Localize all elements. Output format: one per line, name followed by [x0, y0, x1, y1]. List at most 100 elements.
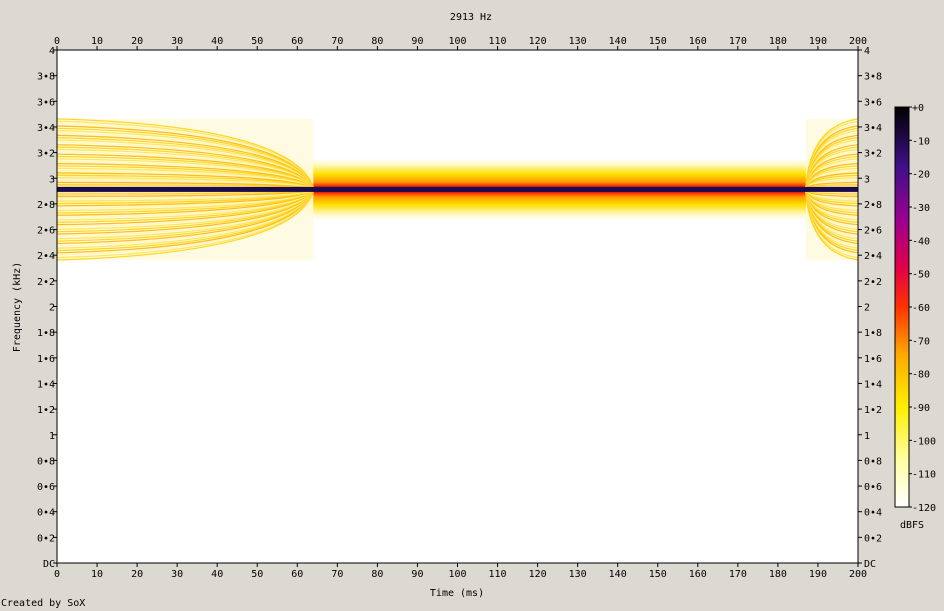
x-tick-label-bottom: 20	[131, 569, 143, 580]
y-tick-label-left: 0•6	[37, 482, 55, 493]
x-tick-label-top: 30	[171, 36, 183, 47]
x-tick-label-bottom: 90	[411, 569, 423, 580]
y-tick-label-right: 0•4	[864, 508, 882, 519]
x-tick-label-bottom: 180	[769, 569, 787, 580]
x-tick-label-bottom: 80	[371, 569, 383, 580]
x-tick-label-bottom: 70	[331, 569, 343, 580]
x-tick-label-bottom: 200	[849, 569, 867, 580]
y-tick-label-left: 3•2	[37, 149, 55, 160]
x-tick-label-top: 140	[609, 36, 627, 47]
x-tick-label-top: 150	[649, 36, 667, 47]
y-tick-label-left: 1•4	[37, 379, 55, 390]
x-axis-label: Time (ms)	[430, 588, 484, 599]
y-tick-label-left: 3•8	[37, 72, 55, 83]
x-tick-label-bottom: 140	[609, 569, 627, 580]
y-tick-label-left: DC	[43, 559, 55, 570]
y-tick-label-right: 0•6	[864, 482, 882, 493]
x-tick-label-bottom: 60	[291, 569, 303, 580]
colorbar-tick-label: -50	[912, 270, 930, 281]
colorbar-tick-label: -80	[912, 370, 930, 381]
x-tick-label-bottom: 120	[529, 569, 547, 580]
x-tick-label-top: 170	[729, 36, 747, 47]
colorbar-tick-label: -100	[912, 436, 936, 447]
x-tick-label-bottom: 110	[489, 569, 507, 580]
x-tick-label-bottom: 0	[54, 569, 60, 580]
x-tick-label-top: 200	[849, 36, 867, 47]
tone-peak-line	[57, 186, 858, 192]
y-axis-right: DC 0•2 0•4 0•6 0•8 1 1•2 1•4 1•6 1•8 2 2•2 2•4 2•6 2•8…	[858, 46, 882, 570]
x-tick-label-bottom: 100	[448, 569, 466, 580]
y-tick-label-right: DC	[864, 559, 876, 570]
x-tick-label-top: 110	[489, 36, 507, 47]
x-axis-bottom: 0 10 20 30 40 50 60 70 80 90 100 110 120 130 140 150 160…	[54, 563, 867, 580]
x-tick-label-bottom: 40	[211, 569, 223, 580]
x-tick-label-top: 20	[131, 36, 143, 47]
y-tick-label-right: 1•6	[864, 354, 882, 365]
y-tick-label-right: 3•6	[864, 97, 882, 108]
x-tick-label-top: 190	[809, 36, 827, 47]
y-tick-label-right: 3	[864, 174, 870, 185]
y-axis-left: DC 0•2 0•4 0•6 0•8 1 1•2 1•4 1•6 1•8 2 2•2 2•4 2•6 2•8…	[37, 46, 57, 570]
x-tick-label-top: 100	[448, 36, 466, 47]
y-tick-label-left: 1•6	[37, 354, 55, 365]
y-tick-label-left: 1	[49, 431, 55, 442]
y-tick-label-left: 2•8	[37, 200, 55, 211]
colorbar-tick-label: -10	[912, 136, 930, 147]
y-tick-label-left: 0•8	[37, 456, 55, 467]
y-tick-label-right: 0•2	[864, 533, 882, 544]
colorbar-label: dBFS	[900, 520, 924, 531]
colorbar-tick-label: -70	[912, 336, 930, 347]
colorbar	[894, 106, 910, 508]
y-tick-label-right: 4	[864, 46, 870, 57]
y-tick-label-right: 1•8	[864, 328, 882, 339]
x-tick-label-top: 160	[689, 36, 707, 47]
y-tick-label-right: 1	[864, 431, 870, 442]
y-tick-label-left: 2	[49, 303, 55, 314]
x-tick-label-top: 90	[411, 36, 423, 47]
colorbar-tick-label: -40	[912, 236, 930, 247]
y-tick-label-right: 2	[864, 303, 870, 314]
colorbar-tick-label: -110	[912, 470, 936, 481]
y-tick-label-left: 1•2	[37, 405, 55, 416]
x-tick-label-bottom: 170	[729, 569, 747, 580]
colorbar-tick-label: -30	[912, 203, 930, 214]
y-tick-label-right: 0•8	[864, 456, 882, 467]
transient-fringe	[805, 118, 858, 188]
x-tick-label-top: 70	[331, 36, 343, 47]
y-tick-label-right: 2•8	[864, 200, 882, 211]
y-tick-label-right: 3•8	[864, 72, 882, 83]
colorbar-tick-label: -60	[912, 303, 930, 314]
x-tick-label-top: 50	[251, 36, 263, 47]
y-tick-label-right: 1•4	[864, 379, 882, 390]
transient-fringe	[57, 118, 314, 188]
y-tick-label-left: 1•8	[37, 328, 55, 339]
x-tick-label-top: 10	[91, 36, 103, 47]
transient-fringe	[805, 191, 858, 261]
credit-text: Created by SoX	[1, 598, 86, 609]
x-tick-label-top: 130	[569, 36, 587, 47]
heatmap-layer	[57, 118, 858, 261]
transient-fringe	[57, 191, 314, 261]
x-tick-label-bottom: 130	[569, 569, 587, 580]
y-tick-label-left: 0•2	[37, 533, 55, 544]
y-tick-label-right: 3•4	[864, 123, 882, 134]
x-tick-label-bottom: 150	[649, 569, 667, 580]
colorbar-tick-label: -120	[912, 503, 936, 514]
y-tick-label-right: 2•4	[864, 251, 882, 262]
y-tick-label-left: 2•2	[37, 277, 55, 288]
x-tick-label-bottom: 190	[809, 569, 827, 580]
y-tick-label-left: 0•4	[37, 508, 55, 519]
y-tick-label-left: 2•4	[37, 251, 55, 262]
y-tick-label-left: 2•6	[37, 226, 55, 237]
x-tick-label-bottom: 50	[251, 569, 263, 580]
x-tick-label-bottom: 10	[91, 569, 103, 580]
colorbar-tick-label: -20	[912, 170, 930, 181]
x-tick-label-top: 40	[211, 36, 223, 47]
colorbar-tick-label: -90	[912, 403, 930, 414]
y-tick-label-left: 4	[49, 46, 55, 57]
y-tick-label-right: 1•2	[864, 405, 882, 416]
y-tick-label-right: 2•6	[864, 226, 882, 237]
x-tick-label-bottom: 160	[689, 569, 707, 580]
colorbar-tick-label: +0	[912, 103, 924, 114]
x-tick-label-top: 60	[291, 36, 303, 47]
